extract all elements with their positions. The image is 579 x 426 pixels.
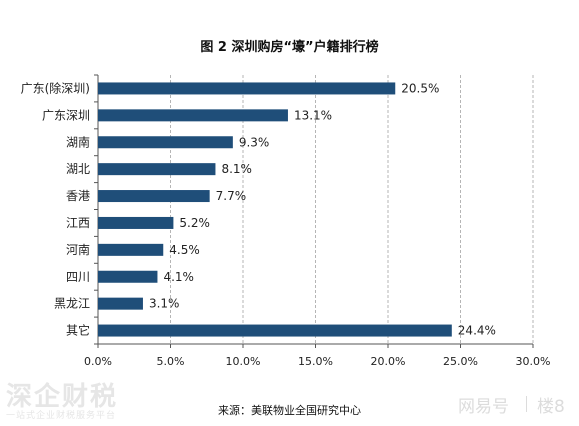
x-tick-label: 25.0% [443,355,478,368]
bar [98,324,452,337]
category-label: 四川 [66,270,90,284]
value-label: 4.5% [169,243,200,257]
x-tick-label: 15.0% [298,355,333,368]
x-tick-label: 0.0% [84,355,112,368]
watermark-logo-subtext: 一站式企业财税服务平台 [6,411,117,421]
bar [98,163,216,176]
bar [98,82,396,95]
bar [98,243,164,256]
value-label: 4.1% [163,270,194,284]
value-label: 8.1% [221,162,252,176]
category-label: 河南 [66,242,90,257]
watermark-logo-text: 深企财税 [6,382,119,412]
category-label: 黑龙江 [54,297,90,311]
watermark-floor-label: 楼8 [537,397,565,417]
watermark-brand: 网易号 [458,397,509,417]
category-label: 香港 [66,189,90,203]
category-label: 广东(除深圳) [21,80,90,95]
bar [98,190,210,203]
category-label: 湖北 [66,161,90,176]
chart-title: 图 2 深圳购房“壕”户籍排行榜 [200,40,379,55]
bar [98,109,288,122]
category-label: 其它 [66,323,90,338]
value-label: 13.1% [294,108,332,122]
value-label: 5.2% [179,216,210,230]
source-note: 来源：美联物业全国研究中心 [218,404,361,417]
watermark-separator [526,396,527,412]
bar [98,216,174,229]
category-label: 江西 [66,216,90,230]
value-label: 9.3% [239,135,270,149]
value-label: 24.4% [458,324,496,338]
bar [98,270,158,283]
bar [98,297,143,310]
value-label: 20.5% [401,81,439,95]
value-label: 7.7% [216,189,247,203]
x-tick-label: 30.0% [516,355,551,368]
category-label: 广东深圳 [42,108,90,122]
x-tick-label: 20.0% [371,355,406,368]
x-tick-label: 5.0% [157,355,185,368]
value-label: 3.1% [149,297,180,311]
x-tick-label: 10.0% [226,355,261,368]
bar [98,136,233,149]
category-label: 湖南 [66,134,90,149]
